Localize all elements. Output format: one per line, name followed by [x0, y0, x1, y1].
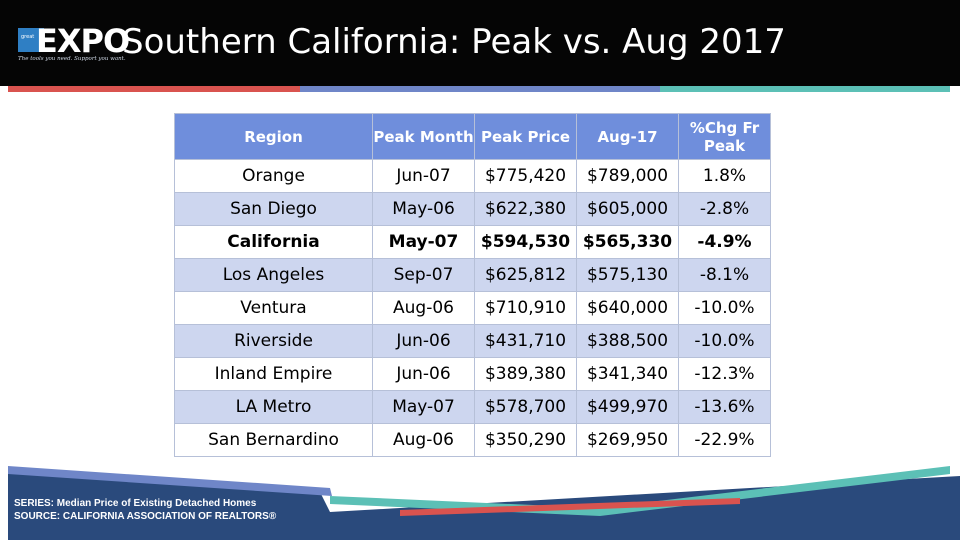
footer-text: SERIES: Median Price of Existing Detache…: [14, 497, 276, 523]
header-bar: great EXPO The tools you need. Support y…: [0, 0, 960, 86]
cell-aug-17: $565,330: [576, 225, 679, 259]
header-peak-month: Peak Month: [372, 113, 475, 160]
cell-region: Inland Empire: [174, 357, 373, 391]
table-row: Riverside Jun-06 $431,710 $388,500 -10.0…: [174, 324, 771, 358]
footer-teal-stripe: [330, 466, 950, 516]
cell-aug-17: $388,500: [576, 324, 679, 358]
cell-peak-price: $622,380: [474, 192, 577, 226]
cell-pct-change: 1.8%: [678, 159, 771, 193]
cell-pct-change: -12.3%: [678, 357, 771, 391]
footer-red-stripe: [400, 498, 740, 516]
cell-pct-change: -8.1%: [678, 258, 771, 292]
cell-peak-price: $578,700: [474, 390, 577, 424]
table-row: San Diego May-06 $622,380 $605,000 -2.8%: [174, 192, 771, 226]
cell-peak-price: $625,812: [474, 258, 577, 292]
table-row: San Bernardino Aug-06 $350,290 $269,950 …: [174, 423, 771, 457]
cell-peak-month: May-07: [372, 390, 475, 424]
accent-bar-blue: [300, 86, 660, 92]
cell-peak-month: Jun-06: [372, 324, 475, 358]
footer-decoration: [8, 466, 960, 540]
cell-peak-month: May-06: [372, 192, 475, 226]
table-header-row: Region Peak Month Peak Price Aug-17 %Chg…: [174, 113, 771, 160]
cell-aug-17: $499,970: [576, 390, 679, 424]
cell-aug-17: $605,000: [576, 192, 679, 226]
series-note: SERIES: Median Price of Existing Detache…: [14, 498, 257, 509]
logo-badge: great: [18, 28, 44, 52]
cell-peak-month: Jun-06: [372, 357, 475, 391]
header-aug-17: Aug-17: [576, 113, 679, 160]
cell-peak-price: $594,530: [474, 225, 577, 259]
cell-region: San Bernardino: [174, 423, 373, 457]
cell-peak-price: $389,380: [474, 357, 577, 391]
cell-peak-month: Aug-06: [372, 423, 475, 457]
cell-region: Orange: [174, 159, 373, 193]
cell-aug-17: $789,000: [576, 159, 679, 193]
slide-title: Southern California: Peak vs. Aug 2017: [122, 22, 786, 62]
accent-bar-red: [8, 86, 300, 92]
source-note: SOURCE: CALIFORNIA ASSOCIATION OF REALTO…: [14, 511, 277, 522]
price-comparison-table: Region Peak Month Peak Price Aug-17 %Chg…: [174, 113, 771, 457]
table-row: Orange Jun-07 $775,420 $789,000 1.8%: [174, 159, 771, 193]
cell-pct-change: -2.8%: [678, 192, 771, 226]
cell-aug-17: $341,340: [576, 357, 679, 391]
cell-peak-month: May-07: [372, 225, 475, 259]
header-peak-price: Peak Price: [474, 113, 577, 160]
cell-pct-change: -10.0%: [678, 324, 771, 358]
cell-aug-17: $269,950: [576, 423, 679, 457]
cell-region: California: [174, 225, 373, 259]
cell-pct-change: -13.6%: [678, 390, 771, 424]
cell-aug-17: $575,130: [576, 258, 679, 292]
table-row: LA Metro May-07 $578,700 $499,970 -13.6%: [174, 390, 771, 424]
table-row: Los Angeles Sep-07 $625,812 $575,130 -8.…: [174, 258, 771, 292]
cell-region: LA Metro: [174, 390, 373, 424]
cell-peak-price: $350,290: [474, 423, 577, 457]
header-region: Region: [174, 113, 373, 160]
logo-badge-text: great: [21, 34, 35, 40]
cell-peak-month: Jun-07: [372, 159, 475, 193]
cell-peak-price: $775,420: [474, 159, 577, 193]
table-row: California May-07 $594,530 $565,330 -4.9…: [174, 225, 771, 259]
cell-peak-price: $710,910: [474, 291, 577, 325]
cell-region: Los Angeles: [174, 258, 373, 292]
cell-aug-17: $640,000: [576, 291, 679, 325]
cell-pct-change: -22.9%: [678, 423, 771, 457]
footer-blue-stripe: [8, 466, 332, 496]
cell-pct-change: -4.9%: [678, 225, 771, 259]
header-pct-change: %Chg Fr Peak: [678, 113, 771, 160]
cell-peak-price: $431,710: [474, 324, 577, 358]
cell-pct-change: -10.0%: [678, 291, 771, 325]
logo-tagline: The tools you need. Support you want.: [18, 56, 126, 62]
cell-peak-month: Sep-07: [372, 258, 475, 292]
cell-region: Ventura: [174, 291, 373, 325]
logo-text: EXPO: [36, 22, 130, 60]
cell-region: Riverside: [174, 324, 373, 358]
cell-region: San Diego: [174, 192, 373, 226]
table-row: Ventura Aug-06 $710,910 $640,000 -10.0%: [174, 291, 771, 325]
accent-bar-teal: [660, 86, 950, 92]
cell-peak-month: Aug-06: [372, 291, 475, 325]
expo-logo: great EXPO The tools you need. Support y…: [18, 22, 130, 68]
table-row: Inland Empire Jun-06 $389,380 $341,340 -…: [174, 357, 771, 391]
